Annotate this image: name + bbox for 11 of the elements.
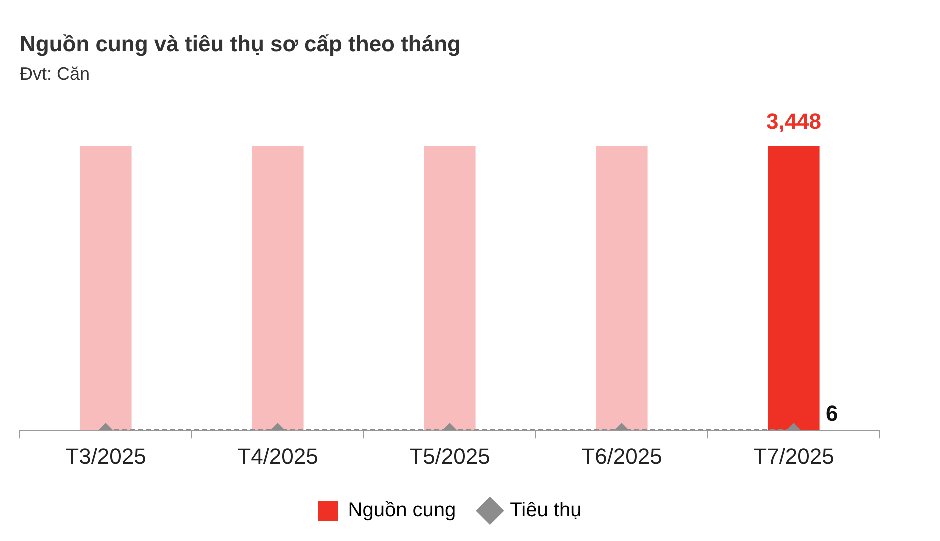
chart-subtitle: Đvt: Căn — [20, 64, 90, 84]
x-tick-label: T4/2025 — [238, 444, 318, 469]
x-tick-label: T5/2025 — [410, 444, 490, 469]
legend-label: Tiêu thụ — [510, 500, 582, 522]
x-tick-label: T3/2025 — [66, 444, 146, 469]
legend-label: Nguồn cung — [348, 500, 456, 522]
x-tick-label: T7/2025 — [754, 444, 834, 469]
data-label: 6 — [826, 401, 838, 426]
chart-title: Nguồn cung và tiêu thụ sơ cấp theo tháng — [20, 31, 461, 56]
x-tick-label: T6/2025 — [582, 444, 662, 469]
data-label: 3,448 — [766, 109, 822, 134]
